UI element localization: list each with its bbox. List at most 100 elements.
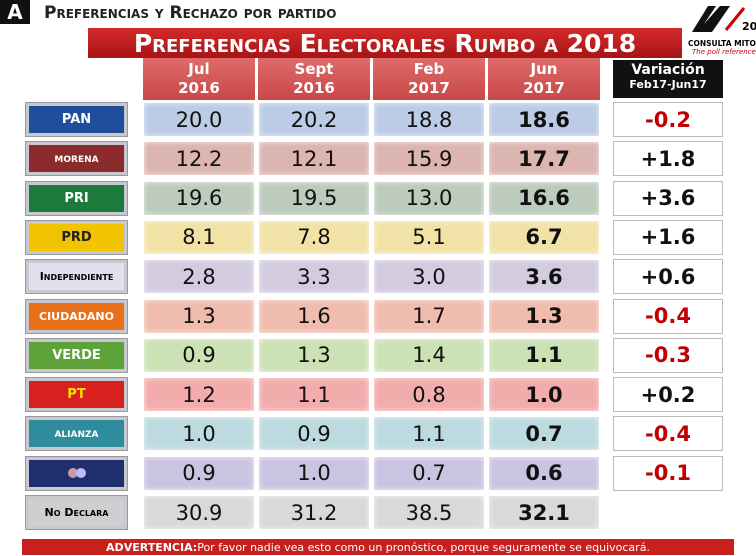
logo-number: 20 <box>742 20 756 33</box>
column-header: Feb 2017 <box>373 58 485 100</box>
column-month: Feb <box>413 60 445 78</box>
variation-title: Variación <box>631 62 705 78</box>
footer-label: ADVERTENCIA: <box>106 540 198 554</box>
value-cell: 1.1 <box>373 416 485 452</box>
value-cell: 1.0 <box>488 377 600 413</box>
value-cell: 38.5 <box>373 495 485 530</box>
party-logo: CIUDADANO <box>25 298 128 334</box>
party-emblem: CIUDADANO <box>29 302 124 330</box>
party-emblem: VERDE <box>29 341 124 369</box>
value-cell: 1.3 <box>258 337 370 373</box>
value-cell: 2.8 <box>143 259 255 295</box>
value-cell: 8.1 <box>143 219 255 255</box>
value-cell: 15.9 <box>373 141 485 177</box>
emblem-icon <box>67 468 86 479</box>
value-cell: 1.3 <box>143 298 255 334</box>
value-cell: 0.9 <box>258 416 370 452</box>
logo-name: CONSULTA MITOFSKY <box>688 39 756 48</box>
value-cell: 19.6 <box>143 180 255 216</box>
party-logo: alianza <box>25 416 128 452</box>
party-logo: Independiente <box>25 259 128 295</box>
party-logo: PRI <box>25 180 128 216</box>
party-emblem: PRD <box>29 223 124 251</box>
column-header: Jun 2017 <box>488 58 600 100</box>
column-month: Sept <box>294 60 334 78</box>
value-cell: 31.2 <box>258 495 370 530</box>
value-cell: 1.6 <box>258 298 370 334</box>
variation-cell: -0.2 <box>613 102 723 137</box>
column-year: 2017 <box>408 79 450 97</box>
value-cell: 1.4 <box>373 337 485 373</box>
logo-mark <box>692 6 746 32</box>
party-emblem: morena <box>29 145 124 173</box>
column-header: Jul 2016 <box>143 58 255 100</box>
value-cell: 18.8 <box>373 102 485 137</box>
variation-cell: +3.6 <box>613 180 723 216</box>
column-year: 2016 <box>293 79 335 97</box>
value-cell: 16.6 <box>488 180 600 216</box>
column-year: 2017 <box>523 79 565 97</box>
variation-cell: -0.1 <box>613 455 723 491</box>
footer-text: Por favor nadie vea esto como un pronóst… <box>197 540 650 554</box>
party-emblem: PT <box>29 381 124 409</box>
value-cell: 12.2 <box>143 141 255 177</box>
value-cell: 0.7 <box>373 455 485 491</box>
value-cell: 3.0 <box>373 259 485 295</box>
party-emblem: PAN <box>29 106 124 133</box>
value-cell: 3.6 <box>488 259 600 295</box>
party-emblem <box>29 459 124 487</box>
party-logo <box>25 455 128 491</box>
value-cell: 18.6 <box>488 102 600 137</box>
value-cell: 1.1 <box>258 377 370 413</box>
value-cell: 5.1 <box>373 219 485 255</box>
value-cell: 0.8 <box>373 377 485 413</box>
value-cell: 20.0 <box>143 102 255 137</box>
value-cell: 0.7 <box>488 416 600 452</box>
logo: 20 CONSULTA MITOFSKY The poll reference <box>686 0 756 58</box>
party-emblem: PRI <box>29 184 124 212</box>
value-cell: 0.9 <box>143 455 255 491</box>
value-cell: 1.0 <box>143 416 255 452</box>
party-logo: PRD <box>25 219 128 255</box>
title-banner: Preferencias Electorales Rumbo a 2018 <box>88 28 682 58</box>
value-cell: 1.3 <box>488 298 600 334</box>
value-cell: 12.1 <box>258 141 370 177</box>
column-month: Jun <box>530 60 558 78</box>
footer: ADVERTENCIA: Por favor nadie vea esto com… <box>22 539 734 555</box>
variation-cell: +0.2 <box>613 377 723 413</box>
variation-cell: -0.3 <box>613 337 723 373</box>
value-cell: 17.7 <box>488 141 600 177</box>
value-cell: 1.7 <box>373 298 485 334</box>
variation-period: Feb17-Jun17 <box>629 78 707 91</box>
value-cell: 6.7 <box>488 219 600 255</box>
party-logo: PT <box>25 377 128 413</box>
variation-cell: +1.6 <box>613 219 723 255</box>
variation-header: Variación Feb17-Jun17 <box>613 60 723 98</box>
variation-cell: +1.8 <box>613 141 723 177</box>
value-cell: 13.0 <box>373 180 485 216</box>
title: Preferencias Electorales Rumbo a 2018 <box>133 28 637 58</box>
party-emblem: No Declara <box>29 499 124 526</box>
section-badge: A <box>0 0 30 24</box>
value-cell: 0.6 <box>488 455 600 491</box>
party-logo: morena <box>25 141 128 177</box>
variation-cell: -0.4 <box>613 416 723 452</box>
value-cell: 7.8 <box>258 219 370 255</box>
party-logo: PAN <box>25 102 128 137</box>
value-cell: 1.1 <box>488 337 600 373</box>
column-year: 2016 <box>178 79 220 97</box>
party-emblem: alianza <box>29 420 124 448</box>
variation-cell: +0.6 <box>613 259 723 295</box>
value-cell: 1.2 <box>143 377 255 413</box>
value-cell: 19.5 <box>258 180 370 216</box>
subtitle: Preferencias y Rechazo por partido <box>44 3 337 23</box>
party-logo: VERDE <box>25 337 128 373</box>
logo-tagline: The poll reference <box>692 48 756 56</box>
value-cell: 3.3 <box>258 259 370 295</box>
value-cell: 0.9 <box>143 337 255 373</box>
value-cell: 20.2 <box>258 102 370 137</box>
value-cell: 1.0 <box>258 455 370 491</box>
value-cell: 32.1 <box>488 495 600 530</box>
value-cell: 30.9 <box>143 495 255 530</box>
